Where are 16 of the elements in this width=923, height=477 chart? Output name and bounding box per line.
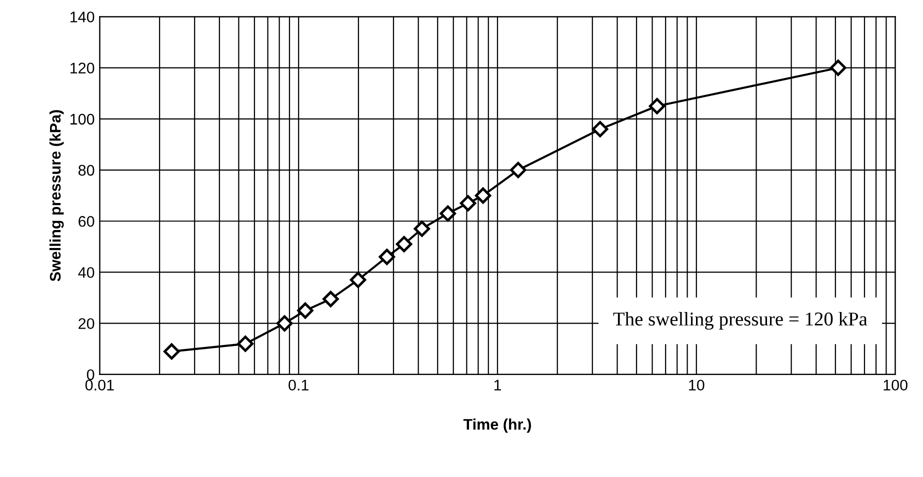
x-axis-title: Time (hr.) <box>463 418 531 433</box>
x-tick-label: 100 <box>884 380 908 391</box>
y-tick-label: 140 <box>70 12 94 22</box>
y-axis-title: Swelling pressure (kPa) <box>49 110 64 282</box>
x-tick-label: 1 <box>494 380 501 390</box>
x-tick-label: 10 <box>689 380 704 391</box>
y-tick-label: 60 <box>78 216 94 227</box>
y-tick-label: 20 <box>78 318 94 330</box>
x-tick-label: 0.1 <box>288 380 308 391</box>
x-tick-label: 0.01 <box>85 380 114 391</box>
annotation: The swelling pressure = 120 kPa <box>613 312 868 330</box>
y-tick-label: 120 <box>70 62 94 74</box>
y-tick-label: 100 <box>70 114 94 125</box>
y-tick-label: 80 <box>78 164 94 176</box>
y-tick-label: 0 <box>86 369 94 380</box>
y-tick-label: 40 <box>78 267 94 278</box>
